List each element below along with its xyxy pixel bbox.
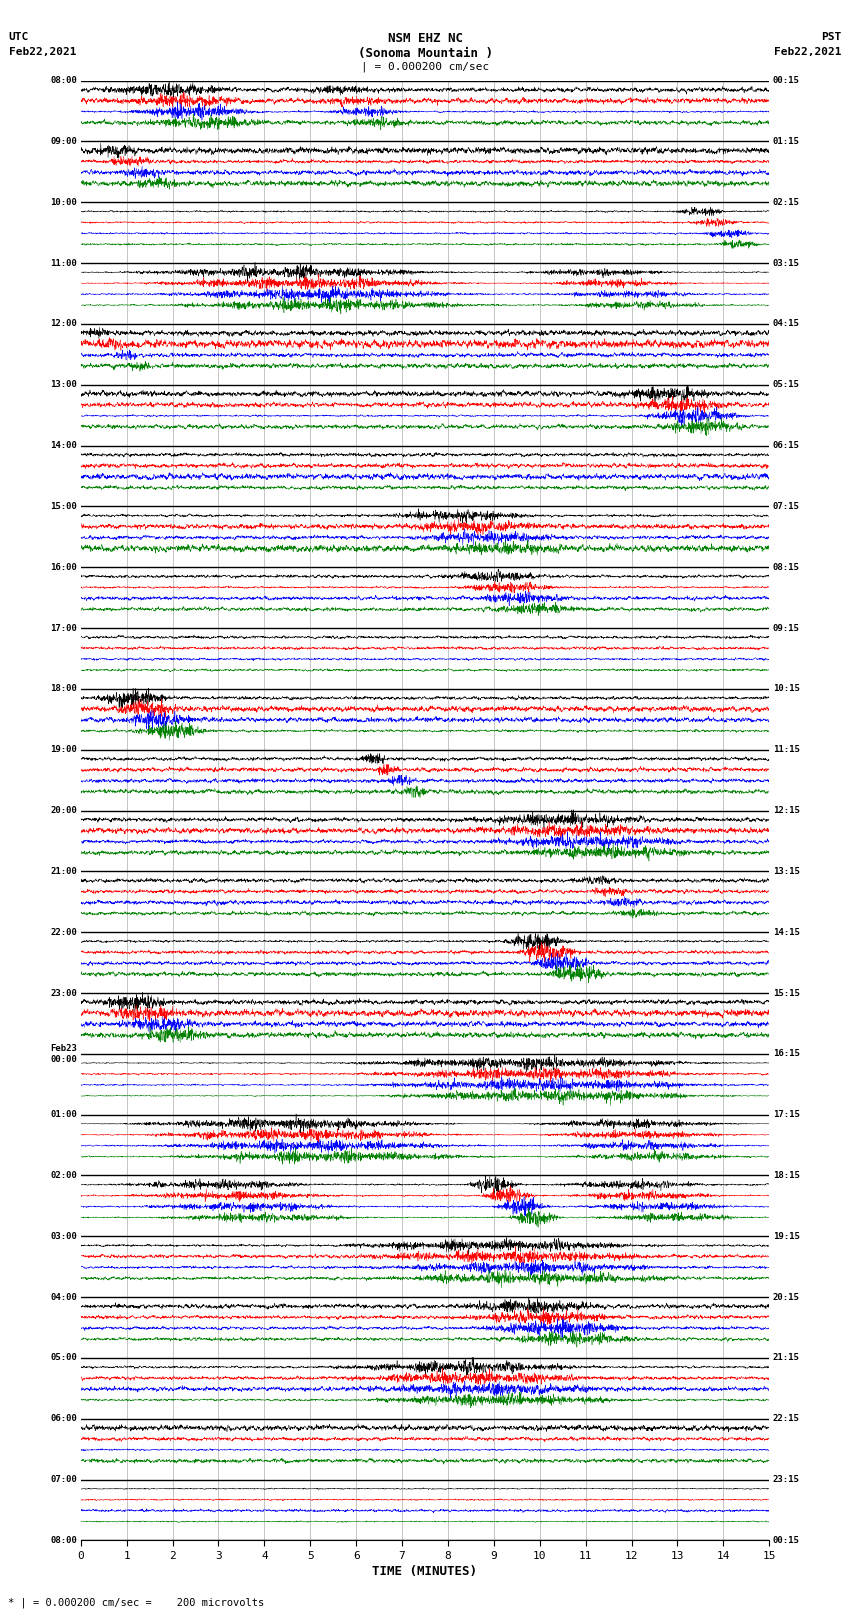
Text: 14:00: 14:00: [50, 440, 77, 450]
Text: 05:00: 05:00: [50, 1353, 77, 1363]
Text: 08:00: 08:00: [50, 1536, 77, 1545]
Text: 17:15: 17:15: [773, 1110, 800, 1119]
Text: 09:00: 09:00: [50, 137, 77, 145]
Text: 04:00: 04:00: [50, 1292, 77, 1302]
Text: 00:15: 00:15: [773, 76, 800, 85]
Text: 23:15: 23:15: [773, 1476, 800, 1484]
Text: UTC: UTC: [8, 32, 29, 42]
Text: NSM EHZ NC: NSM EHZ NC: [388, 32, 462, 45]
Text: Feb22,2021: Feb22,2021: [774, 47, 842, 56]
Text: 09:15: 09:15: [773, 624, 800, 632]
Text: 13:00: 13:00: [50, 381, 77, 389]
Text: 22:15: 22:15: [773, 1415, 800, 1423]
Text: 16:15: 16:15: [773, 1050, 800, 1058]
Text: 21:00: 21:00: [50, 866, 77, 876]
Text: 05:15: 05:15: [773, 381, 800, 389]
Text: 10:00: 10:00: [50, 198, 77, 206]
Text: 07:00: 07:00: [50, 1476, 77, 1484]
Text: 00:15: 00:15: [773, 1536, 800, 1545]
Text: 17:00: 17:00: [50, 624, 77, 632]
Text: 13:15: 13:15: [773, 866, 800, 876]
Text: 18:00: 18:00: [50, 684, 77, 694]
Text: 11:15: 11:15: [773, 745, 800, 755]
Text: 14:15: 14:15: [773, 927, 800, 937]
Text: (Sonoma Mountain ): (Sonoma Mountain ): [358, 47, 492, 60]
Text: 16:00: 16:00: [50, 563, 77, 571]
Text: 04:15: 04:15: [773, 319, 800, 329]
Text: | = 0.000200 cm/sec: | = 0.000200 cm/sec: [361, 61, 489, 73]
Text: 01:00: 01:00: [50, 1110, 77, 1119]
Text: 21:15: 21:15: [773, 1353, 800, 1363]
Text: 02:00: 02:00: [50, 1171, 77, 1181]
Text: 15:00: 15:00: [50, 502, 77, 511]
Text: 08:00: 08:00: [50, 76, 77, 85]
Text: 23:00: 23:00: [50, 989, 77, 997]
Text: 22:00: 22:00: [50, 927, 77, 937]
Text: PST: PST: [821, 32, 842, 42]
Text: 12:15: 12:15: [773, 806, 800, 815]
Text: Feb22,2021: Feb22,2021: [8, 47, 76, 56]
Text: * | = 0.000200 cm/sec =    200 microvolts: * | = 0.000200 cm/sec = 200 microvolts: [8, 1597, 264, 1608]
Text: 12:00: 12:00: [50, 319, 77, 329]
Text: 01:15: 01:15: [773, 137, 800, 145]
Text: 20:00: 20:00: [50, 806, 77, 815]
Text: 06:15: 06:15: [773, 440, 800, 450]
Text: Feb23
00:00: Feb23 00:00: [50, 1044, 77, 1063]
Text: 11:00: 11:00: [50, 258, 77, 268]
X-axis label: TIME (MINUTES): TIME (MINUTES): [372, 1565, 478, 1578]
Text: 02:15: 02:15: [773, 198, 800, 206]
Text: 19:00: 19:00: [50, 745, 77, 755]
Text: 03:15: 03:15: [773, 258, 800, 268]
Text: 18:15: 18:15: [773, 1171, 800, 1181]
Text: 15:15: 15:15: [773, 989, 800, 997]
Text: 20:15: 20:15: [773, 1292, 800, 1302]
Text: 08:15: 08:15: [773, 563, 800, 571]
Text: 10:15: 10:15: [773, 684, 800, 694]
Text: 07:15: 07:15: [773, 502, 800, 511]
Text: 03:00: 03:00: [50, 1232, 77, 1240]
Text: 06:00: 06:00: [50, 1415, 77, 1423]
Text: 19:15: 19:15: [773, 1232, 800, 1240]
